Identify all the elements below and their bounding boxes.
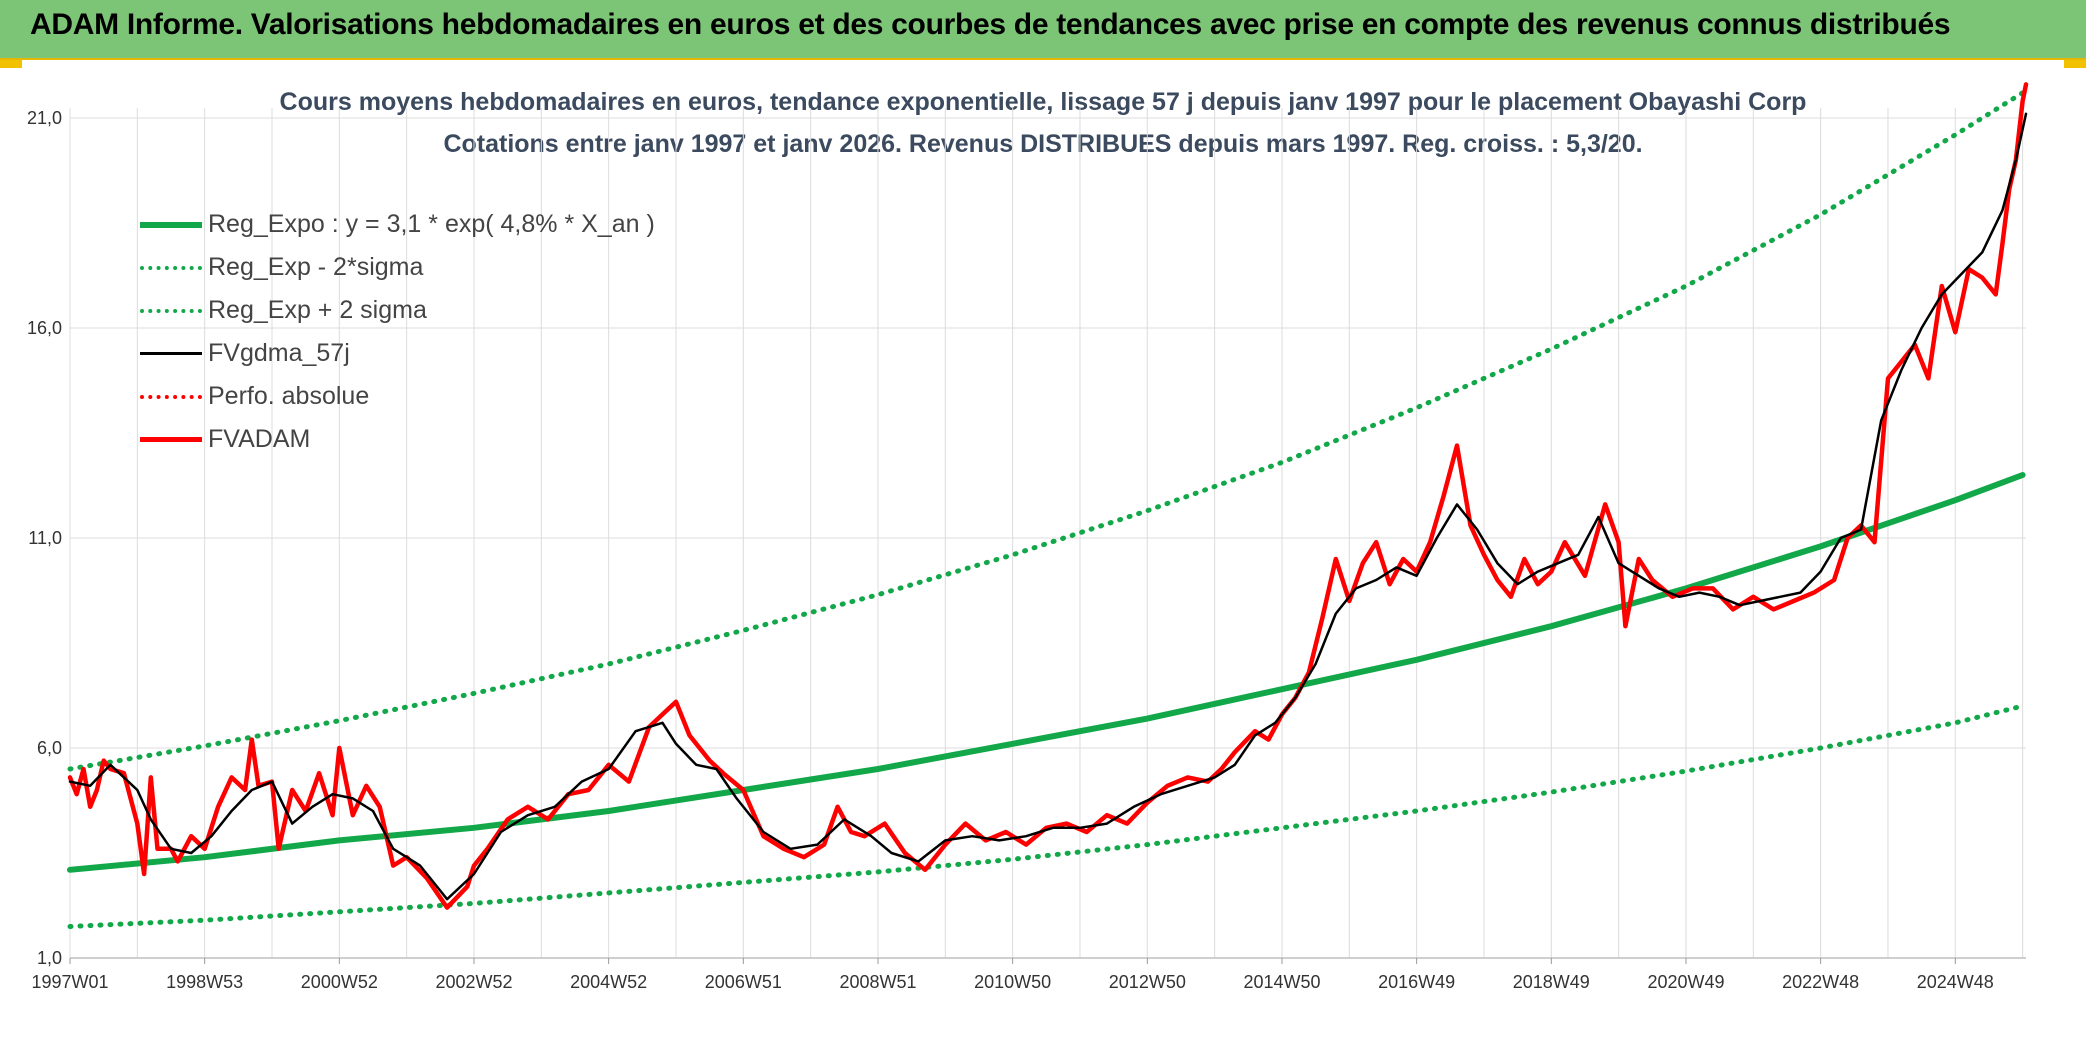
y-tick-label: 21,0 — [27, 108, 62, 128]
legend-swatch — [140, 265, 202, 270]
report-banner: ADAM Informe. Valorisations hebdomadaire… — [0, 0, 2086, 60]
legend-swatch — [140, 352, 202, 355]
fvgdma-57j-line — [68, 112, 2028, 901]
x-tick-label: 1998W53 — [166, 972, 243, 992]
chart-subtitle: Cotations entre janv 1997 et janv 2026. … — [443, 130, 1643, 158]
legend-reg-plus-2sigma: Reg_Exp + 2 sigma — [140, 289, 655, 332]
legend-perfo-absolue: Perfo. absolue — [140, 375, 655, 418]
x-tick-label: 2022W48 — [1782, 972, 1859, 992]
corner-mark-right — [2064, 60, 2086, 68]
reg-plus-2sigma-line — [67, 90, 2026, 772]
legend-label: Reg_Exp + 2 sigma — [208, 296, 427, 324]
x-tick-label: 2012W50 — [1109, 972, 1186, 992]
x-tick-label: 2024W48 — [1917, 972, 1994, 992]
legend-swatch — [140, 221, 202, 228]
x-tick-label: 2000W52 — [301, 972, 378, 992]
legend-label: Reg_Exp - 2*sigma — [208, 253, 424, 281]
legend-label: FVADAM — [208, 425, 311, 453]
y-tick-label: 11,0 — [28, 528, 62, 548]
x-tick-label: 2020W49 — [1647, 972, 1724, 992]
x-tick-label: 2018W49 — [1513, 972, 1590, 992]
legend-fvadam: FVADAM — [140, 418, 655, 461]
legend-label: Perfo. absolue — [208, 382, 370, 410]
legend-swatch — [140, 308, 202, 313]
y-tick-label: 16,0 — [27, 318, 62, 338]
x-tick-label: 2016W49 — [1378, 972, 1455, 992]
x-tick-label: 2014W50 — [1243, 972, 1320, 992]
chart-legend: Reg_Expo : y = 3,1 * exp( 4,8% * X_an ) R… — [140, 203, 655, 461]
reg-minus-2sigma-line — [67, 703, 2026, 929]
chart-title: Cours moyens hebdomadaires en euros, ten… — [279, 88, 1807, 116]
legend-fvgdma-57j: FVgdma_57j — [140, 332, 655, 375]
fvadam-line — [67, 82, 2029, 910]
y-tick-label: 6,0 — [37, 738, 62, 758]
chart-area: Cours moyens hebdomadaires en euros, ten… — [0, 60, 2086, 1037]
report-title: ADAM Informe. Valorisations hebdomadaire… — [30, 8, 1951, 41]
x-tick-label: 2006W51 — [705, 972, 782, 992]
x-tick-label: 2010W50 — [974, 972, 1051, 992]
corner-mark-left — [0, 60, 22, 68]
x-tick-label: 2008W51 — [839, 972, 916, 992]
x-tick-label: 1997W01 — [31, 972, 108, 992]
legend-swatch — [140, 437, 202, 442]
x-tick-label: 2004W52 — [570, 972, 647, 992]
reg-expo-line — [67, 472, 2026, 873]
legend-label: FVgdma_57j — [208, 339, 350, 367]
legend-reg-minus-2sigma: Reg_Exp - 2*sigma — [140, 246, 655, 289]
x-tick-label: 2002W52 — [435, 972, 512, 992]
legend-reg-expo: Reg_Expo : y = 3,1 * exp( 4,8% * X_an ) — [140, 203, 655, 246]
legend-swatch — [140, 394, 202, 399]
y-tick-label: 1,0 — [37, 948, 62, 968]
legend-label: Reg_Expo : y = 3,1 * exp( 4,8% * X_an ) — [208, 210, 655, 238]
